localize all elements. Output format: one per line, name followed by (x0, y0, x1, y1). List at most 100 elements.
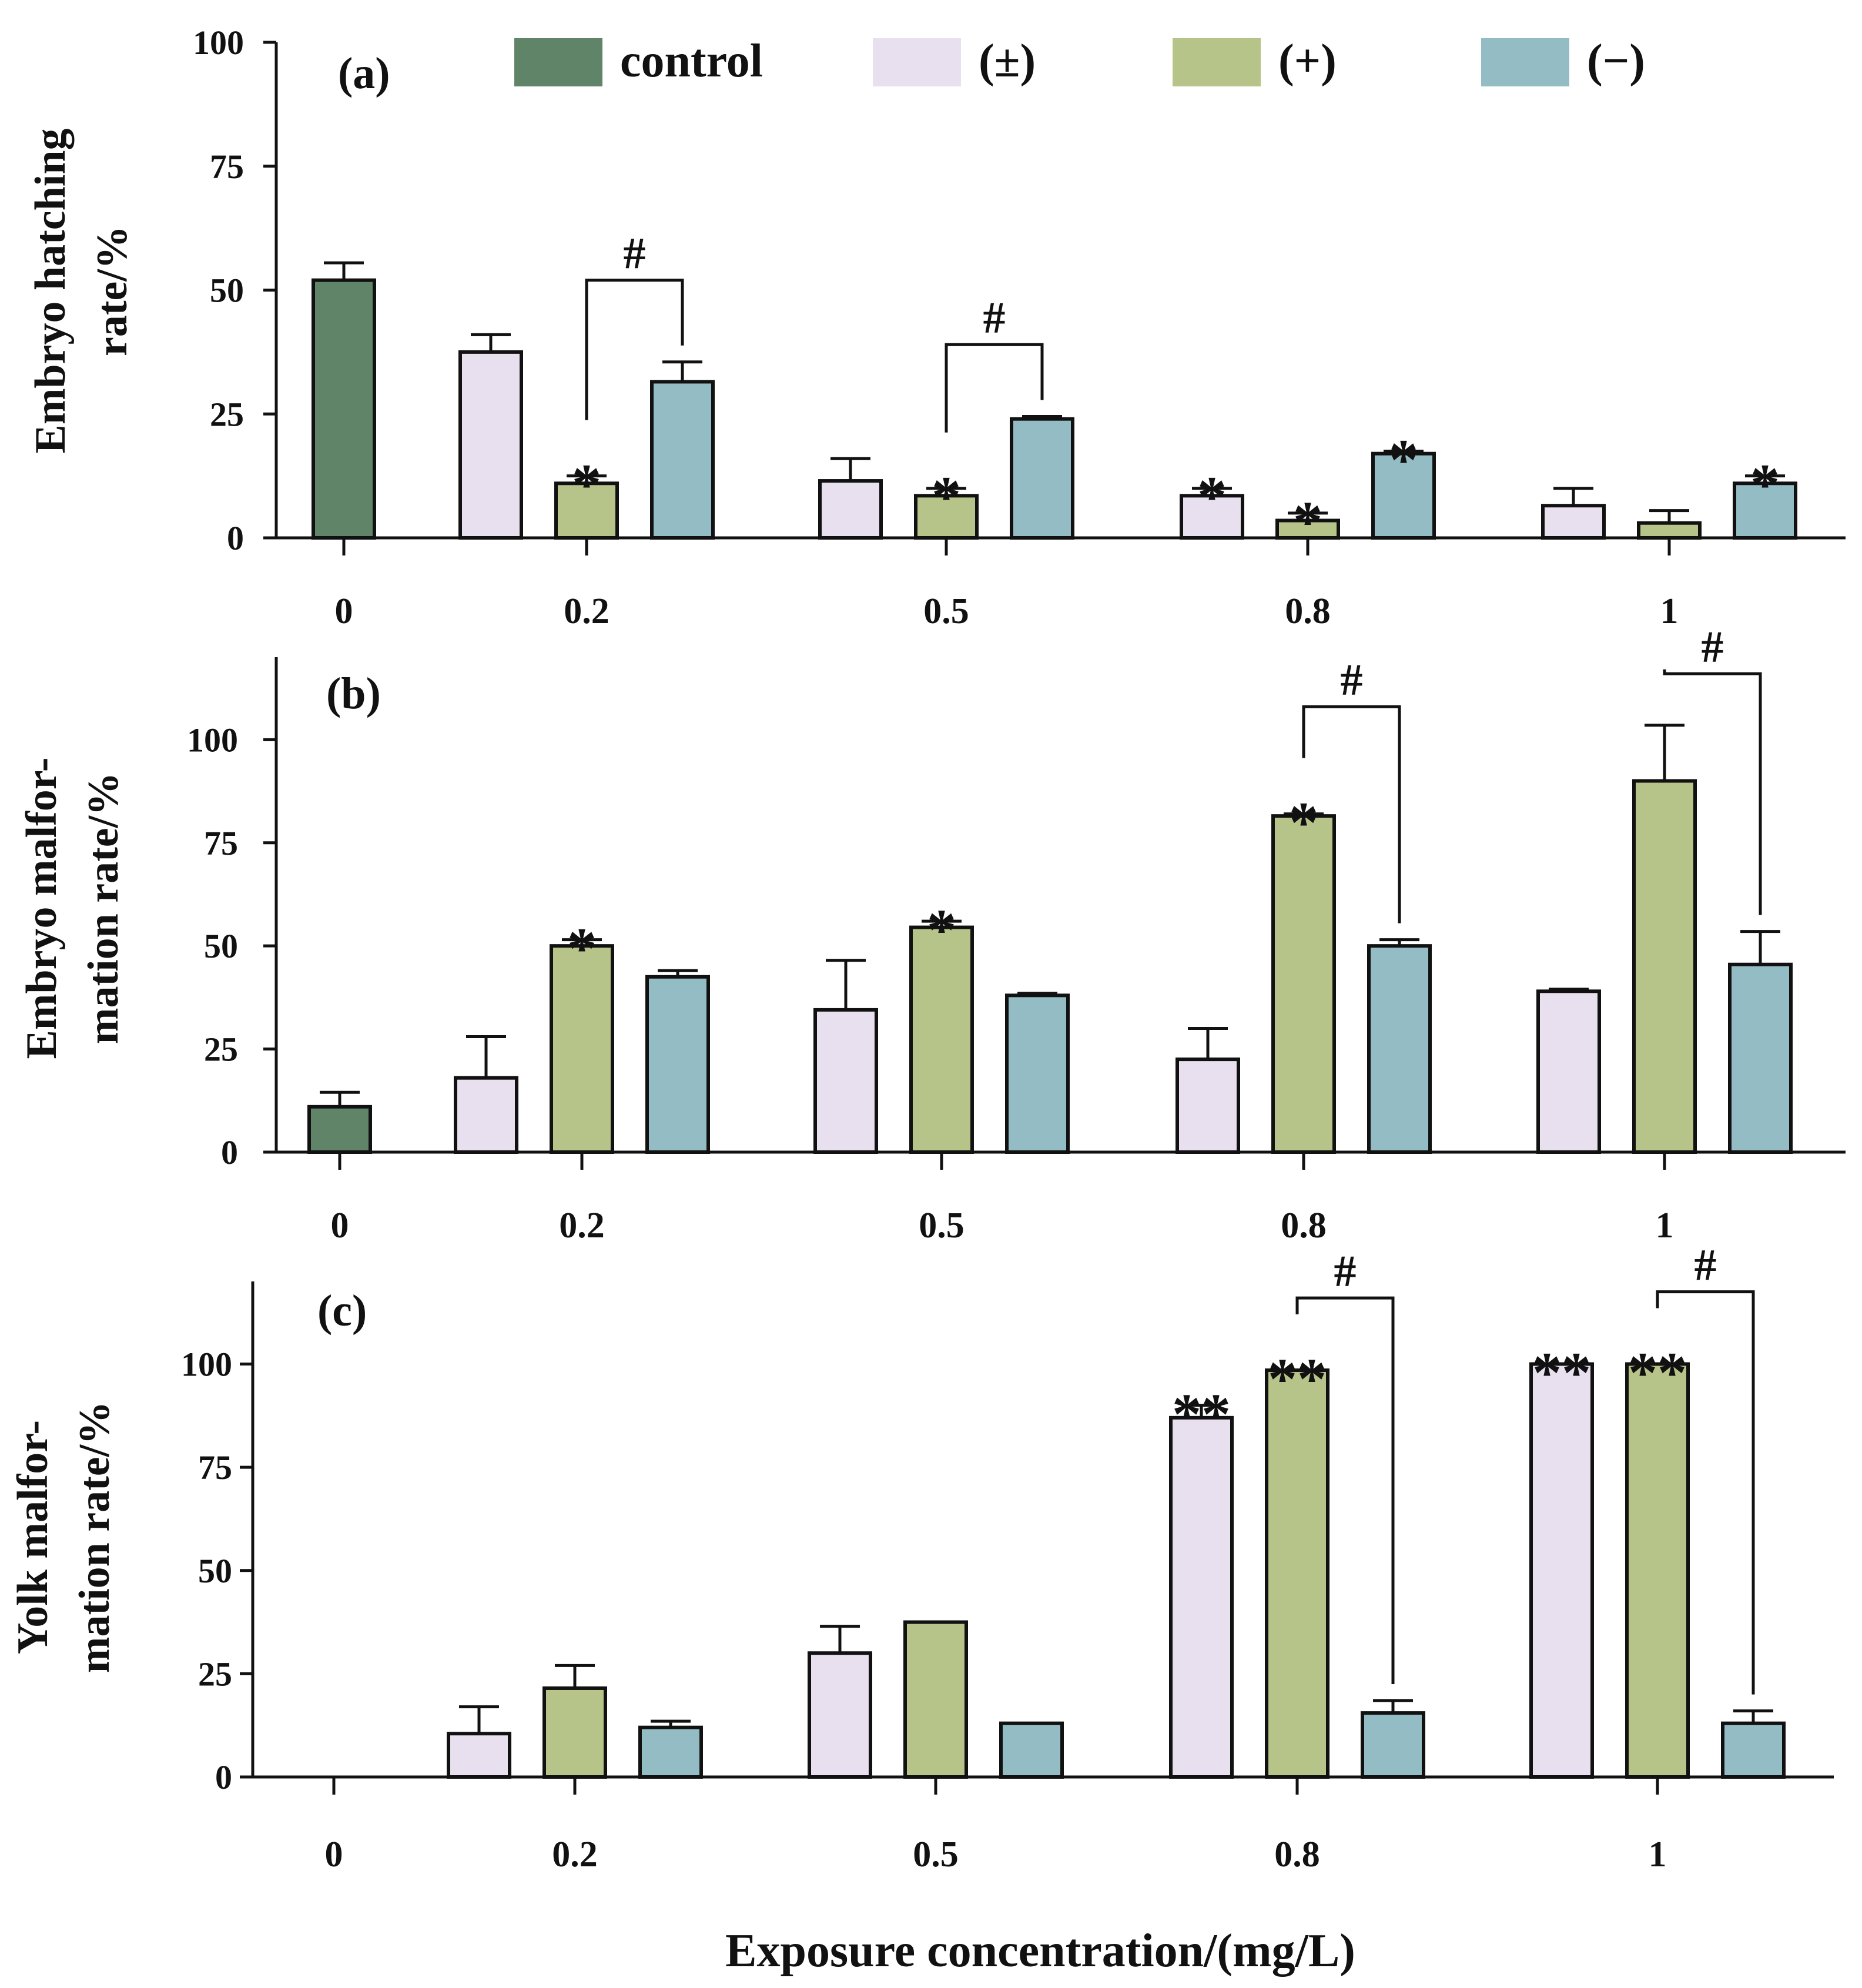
y-axis-label: rate/% (88, 226, 136, 356)
bar-(−) (1728, 962, 1793, 1154)
bracket-symbol: # (983, 293, 1006, 343)
bar-(±) (454, 1076, 518, 1154)
legend-label-0: control (620, 35, 763, 87)
y-tick-label: 75 (198, 1448, 232, 1487)
significance-marker: * (932, 464, 961, 530)
x-tick-label: 0 (331, 1206, 349, 1246)
y-axis-label: Yolk malfor- (9, 1420, 57, 1654)
y-tick-label: 25 (198, 1655, 232, 1693)
bar-(±) (458, 350, 523, 540)
comparison-bracket (1302, 705, 1401, 923)
x-tick-label: 1 (1656, 1206, 1674, 1246)
x-tick-label: 0.5 (919, 1206, 965, 1246)
legend-label-2: (+) (1278, 35, 1337, 87)
bar-(+) (1632, 779, 1697, 1154)
bar-(±) (447, 1732, 511, 1779)
legend: control (±) (+) (−) (514, 35, 1645, 87)
comparison-bracket (1663, 669, 1762, 915)
bar-(−) (650, 380, 715, 540)
x-tick-label: 0.5 (913, 1835, 959, 1875)
y-tick-label: 50 (198, 1552, 232, 1590)
y-tick-label: 75 (204, 824, 238, 862)
comparison-bracket (1656, 1290, 1755, 1695)
bracket-symbol: # (1702, 622, 1724, 672)
bar-(+) (1625, 1362, 1690, 1779)
bar-control (312, 278, 376, 540)
significance-marker: * (572, 452, 601, 517)
bar-(±) (1176, 1057, 1240, 1154)
x-tick-label: 0.8 (1281, 1206, 1327, 1246)
x-tick-label: 0.8 (1274, 1835, 1320, 1875)
bar-(−) (1010, 417, 1074, 540)
panel-1: 0 25 50 75 100 0 0.2 0.5 0.8 1 (b) Embryo malfor-ma… (18, 622, 1846, 1246)
bar-(−) (1367, 944, 1432, 1154)
panel-label: (c) (317, 1286, 367, 1336)
comparison-bracket (945, 343, 1044, 433)
significance-marker: * (1293, 489, 1322, 554)
comparison-bracket (585, 279, 684, 420)
x-tick-label: 0.2 (552, 1835, 598, 1875)
bar-(+) (1265, 1368, 1329, 1779)
x-axis-label: Exposure concentration/(mg/L) (725, 1925, 1355, 1977)
bar-(−) (638, 1725, 703, 1779)
bar-(−) (1733, 481, 1797, 540)
significance-marker: ** (1532, 1340, 1591, 1405)
x-tick-label: 0.2 (559, 1206, 605, 1246)
y-tick-label: 100 (181, 1346, 232, 1384)
bar-(−) (999, 1721, 1064, 1779)
bar-(−) (1361, 1711, 1425, 1779)
x-tick-label: 0 (325, 1835, 343, 1875)
significance-marker: ** (1268, 1346, 1327, 1411)
y-tick-label: 50 (210, 272, 244, 310)
significance-marker: * (1289, 790, 1318, 855)
bar-(+) (1271, 814, 1336, 1154)
y-tick-label: 100 (193, 24, 244, 62)
y-tick-label: 0 (227, 519, 244, 557)
bar-(±) (1541, 504, 1606, 540)
bar-(±) (808, 1651, 872, 1779)
bar-(±) (1529, 1362, 1594, 1779)
y-axis-label: mation rate/% (71, 1401, 119, 1673)
bracket-symbol: # (624, 229, 646, 279)
bar-(±) (1169, 1415, 1234, 1779)
bar-(−) (645, 975, 710, 1154)
legend-swatch-1 (873, 38, 961, 86)
bracket-symbol: # (1341, 655, 1363, 705)
panel-0: 0 25 50 75 100 0 0.2 0.5 0.8 1 (a) Embryo hatching r… (26, 24, 1846, 631)
y-tick-label: 0 (221, 1133, 238, 1172)
x-tick-label: 1 (1649, 1835, 1667, 1875)
x-tick-label: 1 (1660, 591, 1679, 631)
bar-(±) (813, 1008, 878, 1154)
bar-control (307, 1105, 372, 1154)
comparison-bracket (1295, 1296, 1395, 1685)
x-tick-label: 0.2 (564, 591, 609, 631)
legend-swatch-2 (1173, 38, 1261, 86)
y-tick-label: 0 (215, 1758, 232, 1796)
bar-(±) (1536, 989, 1601, 1154)
y-axis-label: mation rate/% (79, 772, 128, 1044)
bar-(−) (1371, 451, 1436, 540)
bracket-symbol: # (1334, 1247, 1357, 1296)
bar-(+) (542, 1686, 607, 1779)
bar-(+) (1637, 521, 1702, 540)
bar-(−) (1005, 993, 1070, 1154)
significance-marker: * (927, 897, 956, 962)
legend-swatch-3 (1481, 38, 1569, 86)
x-tick-label: 0 (335, 591, 353, 631)
x-tick-label: 0.5 (923, 591, 969, 631)
panel-label: (a) (338, 49, 390, 98)
y-axis-label: Embryo hatching (26, 128, 75, 453)
y-tick-label: 25 (204, 1030, 238, 1069)
bar-(+) (903, 1620, 968, 1779)
legend-label-1: (±) (979, 35, 1036, 87)
legend-swatch-0 (514, 38, 602, 86)
significance-marker: ** (1628, 1340, 1687, 1405)
y-tick-label: 75 (210, 148, 244, 186)
y-tick-label: 100 (187, 721, 238, 759)
y-tick-label: 50 (204, 927, 238, 965)
legend-label-3: (−) (1587, 35, 1645, 87)
y-tick-label: 25 (210, 395, 244, 433)
significance-marker: * (567, 916, 597, 981)
